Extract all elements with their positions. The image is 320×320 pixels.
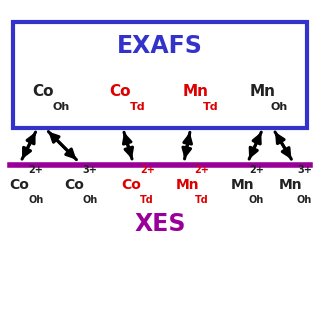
Text: Oh: Oh (28, 195, 44, 205)
Bar (13, 22, 307, 128)
Text: Oh: Oh (270, 102, 288, 112)
Text: EXAFS: EXAFS (117, 34, 203, 58)
Text: Td: Td (130, 102, 145, 112)
Text: Oh: Oh (297, 195, 312, 205)
Text: Co: Co (122, 178, 141, 192)
Text: 2+: 2+ (195, 165, 209, 175)
Text: 2+: 2+ (249, 165, 264, 175)
Text: Oh: Oh (249, 195, 264, 205)
Text: 3+: 3+ (297, 165, 312, 175)
Text: Mn: Mn (250, 84, 276, 99)
Text: Oh: Oh (83, 195, 98, 205)
Text: Co: Co (64, 178, 84, 192)
Text: Td: Td (195, 195, 208, 205)
Text: XES: XES (134, 212, 186, 236)
Text: Td: Td (203, 102, 219, 112)
Text: Co: Co (10, 178, 29, 192)
Text: Mn: Mn (230, 178, 254, 192)
Text: Mn: Mn (176, 178, 200, 192)
Text: Mn: Mn (278, 178, 302, 192)
Text: Co: Co (109, 84, 130, 99)
Text: 2+: 2+ (140, 165, 155, 175)
Text: Mn: Mn (182, 84, 208, 99)
Text: Td: Td (140, 195, 154, 205)
Text: 2+: 2+ (28, 165, 43, 175)
Text: Co: Co (32, 84, 53, 99)
Text: Oh: Oh (53, 102, 70, 112)
Text: 3+: 3+ (83, 165, 97, 175)
